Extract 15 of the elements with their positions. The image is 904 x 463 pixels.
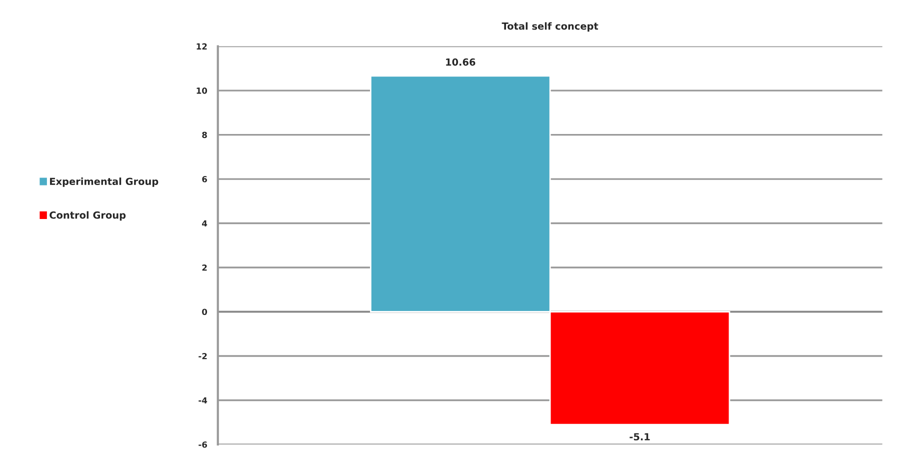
y-tick-label: 8 [202,132,207,138]
chart-title: Total self concept [502,22,598,32]
y-tick-label: 10 [196,88,208,94]
y-tick-label: 0 [202,308,208,316]
legend-label: Control Group [50,211,126,221]
y-tick-label: 12 [196,43,207,50]
data-label: -5.1 [630,433,650,440]
y-tick-label: -2 [198,352,207,360]
y-tick-label: 4 [202,220,208,226]
y-tick-label: -4 [198,397,208,404]
y-tick-label: 6 [202,176,207,182]
data-label: 10.66 [446,58,476,66]
legend-label: Experimental Group [50,178,158,187]
y-tick-label: 2 [202,264,207,271]
y-tick-label: -6 [198,441,207,448]
